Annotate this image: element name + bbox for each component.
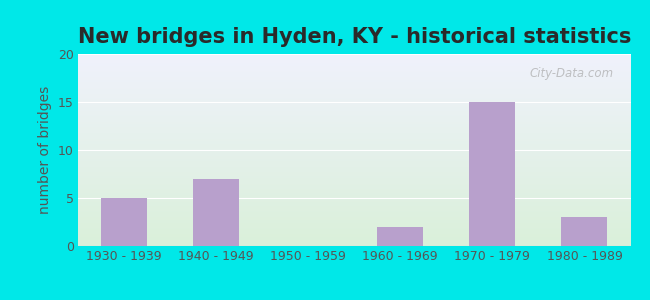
Bar: [562, 217, 608, 246]
Bar: [377, 227, 423, 246]
Text: City-Data.com: City-Data.com: [530, 68, 614, 80]
Bar: [193, 179, 239, 246]
Bar: [101, 198, 147, 246]
Bar: [469, 102, 515, 246]
Title: New bridges in Hyden, KY - historical statistics: New bridges in Hyden, KY - historical st…: [77, 27, 631, 47]
Y-axis label: number of bridges: number of bridges: [38, 86, 53, 214]
